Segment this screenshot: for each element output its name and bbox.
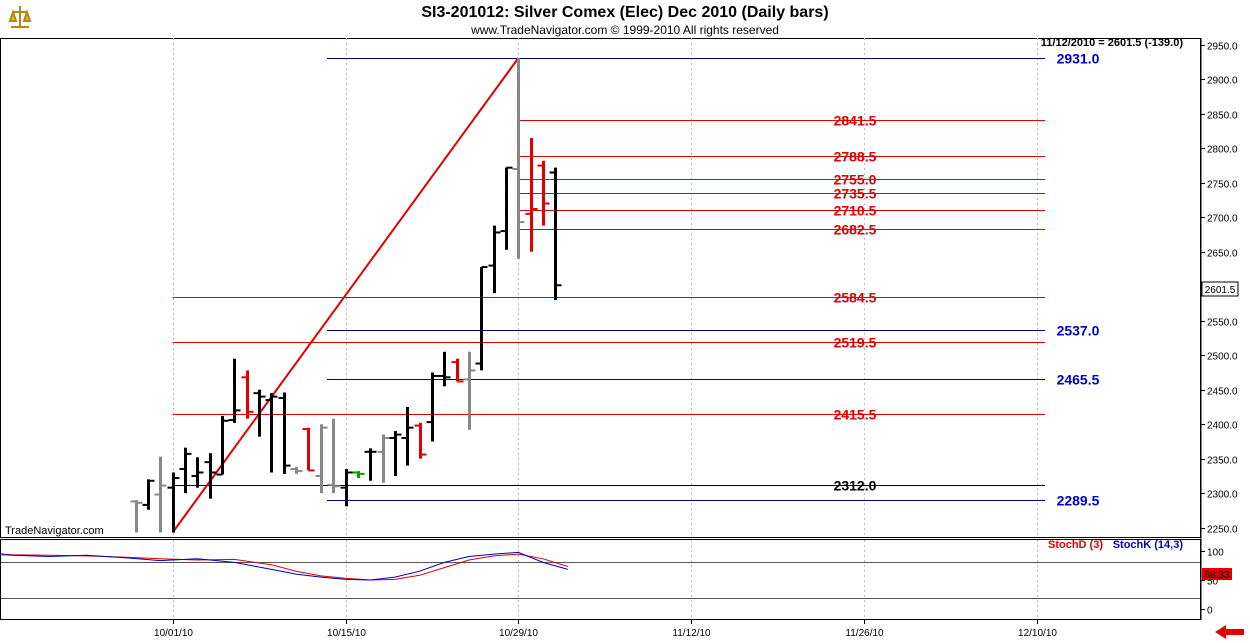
level-label: 2710.5 — [834, 203, 877, 219]
level-label: 2415.5 — [834, 407, 877, 423]
price-axis-label: 2900.0 — [1207, 76, 1238, 87]
price-axis-label: 2500.0 — [1207, 352, 1238, 363]
date-axis-label: 11/12/10 — [672, 628, 711, 639]
level-label: 2584.5 — [834, 290, 877, 306]
date-axis-label: 10/29/10 — [499, 628, 538, 639]
price-axis-label: 2400.0 — [1207, 421, 1238, 432]
watermark-text: TradeNavigator.com — [5, 525, 104, 537]
price-axis-label: 2850.0 — [1207, 111, 1238, 122]
trendline-group — [171, 57, 520, 534]
price-axis-label: 2950.0 — [1207, 42, 1238, 53]
stoch-axis-label: 0 — [1207, 606, 1213, 617]
legend-stochd: StochD (3) — [1048, 539, 1103, 551]
stochastic-value-box — [1202, 568, 1232, 580]
date-axis-label: 12/10/10 — [1018, 628, 1057, 639]
trade-navigator-logo — [7, 4, 33, 30]
gridlines — [173, 38, 1038, 620]
level-label: 2537.0 — [1057, 323, 1100, 339]
level-label: 2289.5 — [1057, 493, 1100, 509]
legend-stochk: StochK (14,3) — [1113, 539, 1184, 551]
last-info-label: 11/12/2010 = 2601.5 (-139.0) — [1041, 37, 1184, 49]
price-axis-label: 2350.0 — [1207, 456, 1238, 467]
level-label: 2931.0 — [1057, 51, 1100, 67]
trendline — [171, 57, 520, 534]
stoch-axis-label: 50 — [1207, 577, 1219, 588]
level-label: 2312.0 — [834, 478, 877, 494]
date-axis-label: 10/01/10 — [154, 628, 193, 639]
level-label: 2735.5 — [834, 186, 877, 202]
level-label: 2682.5 — [834, 222, 877, 238]
level-label: 2465.5 — [1057, 372, 1100, 388]
last-price-label: 2601.5 — [1205, 285, 1236, 296]
level-label: 2841.5 — [834, 113, 877, 129]
last-price-box — [1201, 281, 1239, 297]
date-axis-label: 11/26/10 — [845, 628, 884, 639]
stochastic-axis: 0 50 100 — [1201, 548, 1224, 617]
price-axis-label: 2750.0 — [1207, 180, 1238, 191]
chart-subtitle: www.TradeNavigator.com © 1999-2010 All r… — [470, 23, 779, 37]
price-axis-label: 2450.0 — [1207, 387, 1238, 398]
price-axis-label: 2700.0 — [1207, 214, 1238, 225]
stochastic-value-label: 68.33 — [1204, 570, 1229, 581]
level-label: 2788.5 — [834, 149, 877, 165]
date-axis: 10/01/10 10/15/10 10/29/10 11/12/10 11/26/10… — [154, 620, 1057, 639]
price-axis: 2250.0 2300.0 2350.0 2400.0 2450.0 2500.0 2550… — [1201, 42, 1238, 536]
price-axis-label: 2300.0 — [1207, 490, 1238, 501]
stoch-series-line — [1, 551, 568, 581]
level-label: 2755.0 — [834, 172, 877, 188]
level-label: 2519.5 — [834, 335, 877, 351]
price-axis-label: 2250.0 — [1207, 525, 1238, 536]
date-axis-label: 10/15/10 — [327, 628, 366, 639]
chart-title: SI3-201012: Silver Comex (Elec) Dec 2010… — [421, 4, 828, 21]
price-axis-label: 2800.0 — [1207, 145, 1238, 156]
stoch-axis-label: 100 — [1207, 548, 1224, 559]
price-axis-label: 2550.0 — [1207, 318, 1238, 329]
stochastic-lines — [1, 551, 1200, 599]
price-bars — [130, 58, 562, 533]
price-axis-label: 2650.0 — [1207, 249, 1238, 260]
scroll-left-arrow-icon[interactable] — [1212, 624, 1246, 640]
